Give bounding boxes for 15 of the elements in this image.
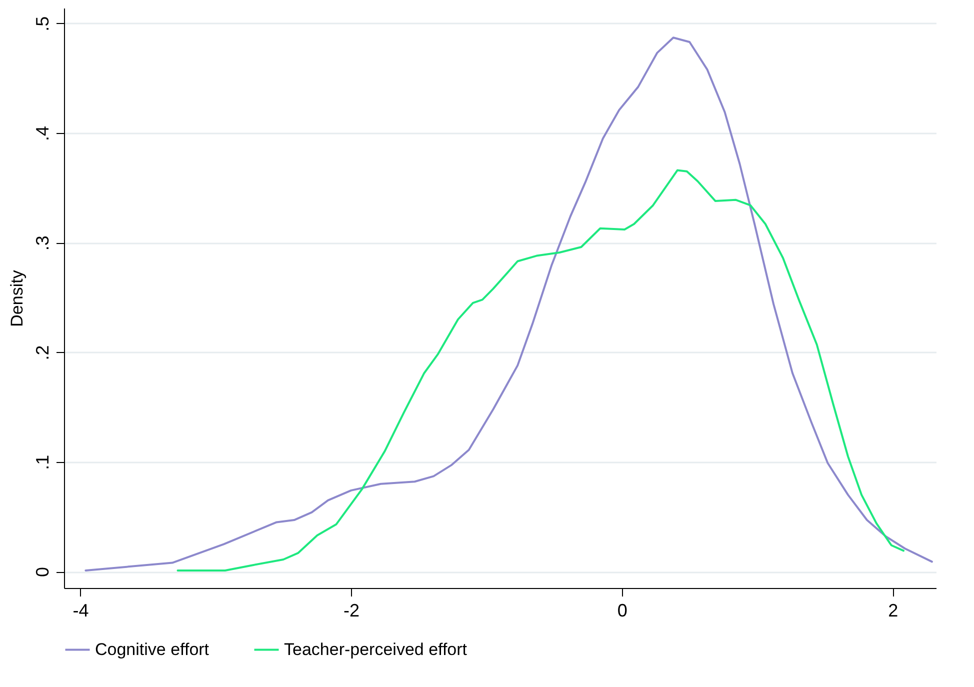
y-tick-label: .2 <box>32 345 52 360</box>
y-tick-label: .3 <box>32 236 52 251</box>
x-tick-label: -4 <box>72 600 89 620</box>
legend-label: Cognitive effort <box>95 640 210 659</box>
y-tick-label: 0 <box>32 567 52 578</box>
y-tick-label: .5 <box>32 16 52 32</box>
y-axis-title: Density <box>8 270 26 327</box>
y-tick-label: .4 <box>32 126 52 141</box>
x-tick-label: 2 <box>888 600 898 620</box>
x-tick-label: 0 <box>617 600 628 620</box>
line-series <box>176 169 905 572</box>
line-series <box>84 36 933 572</box>
y-tick-label: .1 <box>32 454 52 470</box>
x-tick-label: -2 <box>344 600 360 620</box>
legend-label: Teacher-perceived effort <box>284 640 468 659</box>
